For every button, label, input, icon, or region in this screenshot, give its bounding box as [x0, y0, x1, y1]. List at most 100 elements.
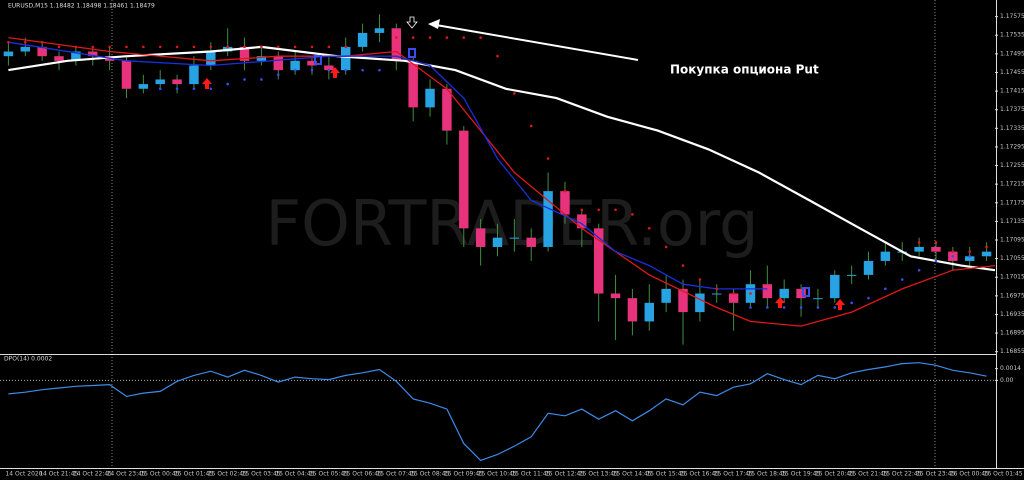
candle-body — [138, 84, 149, 89]
y-tick-label: 1.17375 — [1000, 106, 1024, 113]
stop-dot — [142, 45, 145, 49]
stop-dot — [563, 189, 567, 193]
stop-dot — [192, 45, 196, 49]
stop-dot — [40, 40, 44, 44]
watermark: FORTRADER.org — [265, 187, 758, 260]
candle-body — [307, 60, 317, 66]
candle-body — [526, 237, 536, 247]
candle-body — [813, 298, 823, 300]
stop-dot — [226, 45, 229, 49]
stop-dot — [934, 241, 938, 244]
stop-dot — [496, 54, 499, 58]
x-tick-label: 15 Oct 12:45 — [545, 471, 584, 478]
candle-body — [830, 274, 840, 299]
stop-dot — [462, 36, 466, 39]
y-tick-label: 1.17575 — [1000, 13, 1024, 20]
x-tick-label: 15 Oct 05:45 — [309, 471, 348, 478]
stop-dot — [529, 124, 533, 128]
stop-dot — [23, 40, 27, 44]
stop-dot — [243, 78, 246, 81]
stop-dot — [327, 45, 331, 49]
candle-body — [644, 302, 655, 322]
candle-body — [374, 28, 385, 33]
candle-body — [357, 32, 368, 47]
candle-body — [610, 293, 621, 299]
stop-dot — [766, 306, 769, 309]
stop-dot — [209, 87, 213, 91]
x-tick-label: 15 Oct 02:45 — [208, 471, 247, 478]
x-tick-label: 15 Oct 15:45 — [646, 471, 685, 478]
x-tick-label: 15 Oct 21:45 — [849, 471, 888, 478]
y-tick-label: 1.17135 — [1000, 218, 1024, 225]
stop-dot — [816, 306, 820, 309]
stop-dot — [310, 68, 314, 72]
y-tick-label: 1.16895 — [1000, 330, 1024, 337]
x-tick-label: 15 Oct 22:45 — [882, 471, 921, 478]
signal-arrow — [330, 67, 340, 78]
x-tick-label: 15 Oct 20:45 — [815, 471, 854, 478]
x-tick-label: 15 Oct 16:45 — [680, 471, 719, 478]
stop-dot — [631, 213, 634, 216]
candle-body — [695, 293, 705, 313]
x-tick-label: 15 Oct 01:45 — [174, 471, 213, 478]
stop-dot — [968, 254, 972, 258]
candle-body — [492, 237, 503, 247]
signal-arrow — [775, 297, 785, 308]
y-tick-label: 1.16935 — [1000, 311, 1024, 318]
candle-body — [796, 288, 806, 299]
y-tick-label: 1.17175 — [1000, 199, 1024, 206]
stop-dot — [293, 45, 297, 49]
moving-average — [8, 45, 996, 272]
candle-body — [3, 51, 14, 57]
x-tick-label: 15 Oct 17:45 — [714, 471, 753, 478]
signal-mark — [408, 48, 416, 58]
x-tick-label: 14 Oct 2020 — [5, 471, 42, 478]
stop-dot — [158, 45, 162, 49]
indicator-line — [8, 362, 987, 462]
candle-body — [728, 293, 739, 303]
stop-dot — [715, 287, 719, 291]
candle-body — [71, 51, 81, 61]
candle-body — [880, 251, 891, 261]
stop-dot — [293, 68, 297, 72]
x-tick-label: 15 Oct 13:45 — [579, 471, 618, 478]
candle-body — [964, 256, 975, 261]
signal-mark — [802, 287, 810, 297]
y-tick-label: 0.0014 — [1000, 365, 1021, 372]
candle-body — [206, 51, 216, 66]
x-tick-label: 15 Oct 18:45 — [747, 471, 786, 478]
x-tick-label: 15 Oct 11:45 — [511, 471, 550, 478]
candle-body — [155, 79, 165, 85]
candle-body — [239, 46, 250, 61]
stop-dot — [749, 292, 752, 295]
stop-dot — [74, 45, 78, 49]
stop-dot — [91, 45, 95, 49]
candle-body — [863, 260, 874, 275]
pointer-arrow — [435, 24, 639, 61]
candle-body — [846, 274, 857, 276]
stop-dot — [799, 306, 803, 309]
stop-dot — [125, 45, 128, 49]
candle-body — [914, 246, 924, 252]
stop-dot — [513, 92, 516, 95]
candle-body — [37, 46, 47, 57]
candle-body — [408, 60, 418, 108]
x-tick-label: 16 Oct 00:45 — [950, 471, 989, 478]
stop-dot — [917, 241, 921, 244]
y-tick-label: 1.17455 — [1000, 69, 1024, 76]
x-tick-label: 14 Oct 23:45 — [107, 471, 146, 478]
stop-dot — [580, 208, 584, 212]
subchart-title: DPO(14) 0.0002 — [4, 356, 52, 363]
x-tick-label: 14 Oct 21:45 — [39, 471, 78, 478]
x-tick-label: 15 Oct 19:45 — [781, 471, 820, 478]
x-tick-label: 15 Oct 23:45 — [916, 471, 955, 478]
candle-body — [627, 298, 638, 322]
stop-dot — [597, 208, 600, 212]
candle-body — [425, 88, 435, 108]
candle-body — [661, 288, 671, 303]
y-tick-label: 1.16855 — [1000, 348, 1024, 355]
stop-dot — [900, 278, 904, 281]
